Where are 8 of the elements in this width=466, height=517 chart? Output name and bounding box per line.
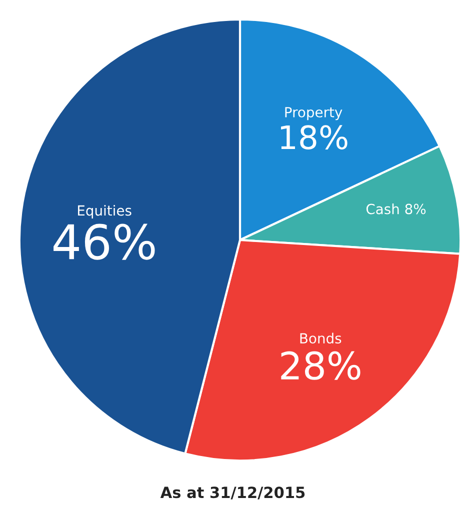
data-label: 18%	[281, 125, 348, 150]
slice-label: Equities	[78, 205, 132, 218]
slice-label: Cash 8%	[366, 204, 426, 214]
data-label: 28%	[281, 351, 360, 380]
data-label: 46%	[54, 224, 155, 260]
slice-label: Bonds	[300, 332, 342, 344]
text: As at 31/12/2015	[160, 486, 305, 500]
slice-label: Property	[285, 107, 342, 120]
